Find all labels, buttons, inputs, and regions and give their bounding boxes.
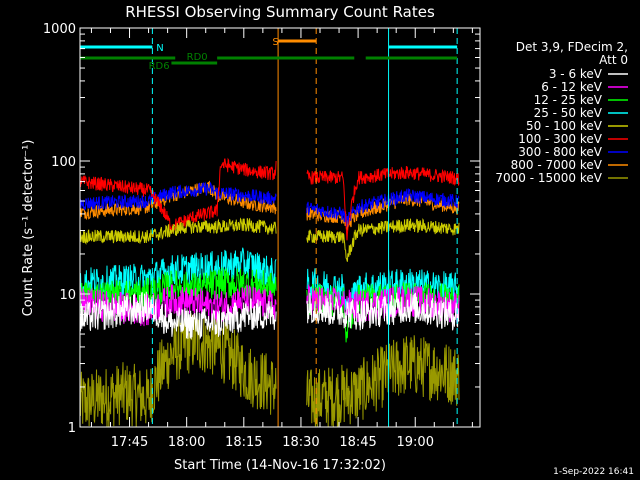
legend-entry-label: 50 - 100 keV xyxy=(526,119,603,133)
x-tick-label: 19:00 xyxy=(397,435,434,450)
series-line-3-6 xyxy=(79,291,460,340)
y-tick-label: 100 xyxy=(51,155,76,170)
y-tick-label: 1 xyxy=(68,421,76,436)
series-line-100-300 xyxy=(79,157,460,241)
flag-label-n: N xyxy=(156,43,163,54)
series-line-300-800 xyxy=(79,181,460,228)
flag-label-s: S xyxy=(272,37,278,48)
legend-entry-label: 12 - 25 keV xyxy=(534,93,603,107)
legend-entry-label: 25 - 50 keV xyxy=(534,106,603,120)
legend-entry-label: 6 - 12 keV xyxy=(541,80,603,94)
timestamp: 1-Sep-2022 16:41 xyxy=(553,467,634,477)
legend-entry-label: 300 - 800 keV xyxy=(518,145,602,159)
legend-header-line-1: Det 3,9, FDecim 2, xyxy=(516,40,628,54)
series-line-50-100 xyxy=(79,217,460,262)
legend-header-line-2: Att 0 xyxy=(599,53,628,67)
series-line-7000-15000 xyxy=(79,313,460,428)
x-tick-label: 18:30 xyxy=(282,435,319,450)
x-tick-label: 17:45 xyxy=(111,435,148,450)
legend-entry-label: 800 - 7000 keV xyxy=(511,158,603,172)
y-tick-label: 1000 xyxy=(43,22,76,37)
y-tick-label: 10 xyxy=(59,288,76,303)
legend-entry-label: 100 - 300 keV xyxy=(518,132,602,146)
plot-area: N RD0 RD6 S xyxy=(79,28,460,428)
y-axis-label: Count Rate (s⁻¹ detector⁻¹) xyxy=(21,140,36,317)
axes: 1 10 100 1000 17:45 18:00 18:15 18:30 18:45 19:00 xyxy=(43,22,481,450)
x-axis-label: Start Time (14-Nov-16 17:32:02) xyxy=(174,458,386,473)
x-tick-label: 18:00 xyxy=(168,435,205,450)
flag-label-rd0: RD0 xyxy=(187,52,208,63)
plot-frame xyxy=(79,27,481,428)
x-tick-label: 18:15 xyxy=(225,435,262,450)
flag-label-rd6: RD6 xyxy=(149,61,170,72)
x-tick-label: 18:45 xyxy=(339,435,376,450)
chart-title: RHESSI Observing Summary Count Rates xyxy=(125,3,435,21)
legend-entry-label: 7000 - 15000 keV xyxy=(495,171,602,185)
legend-entry-label: 3 - 6 keV xyxy=(549,67,603,81)
